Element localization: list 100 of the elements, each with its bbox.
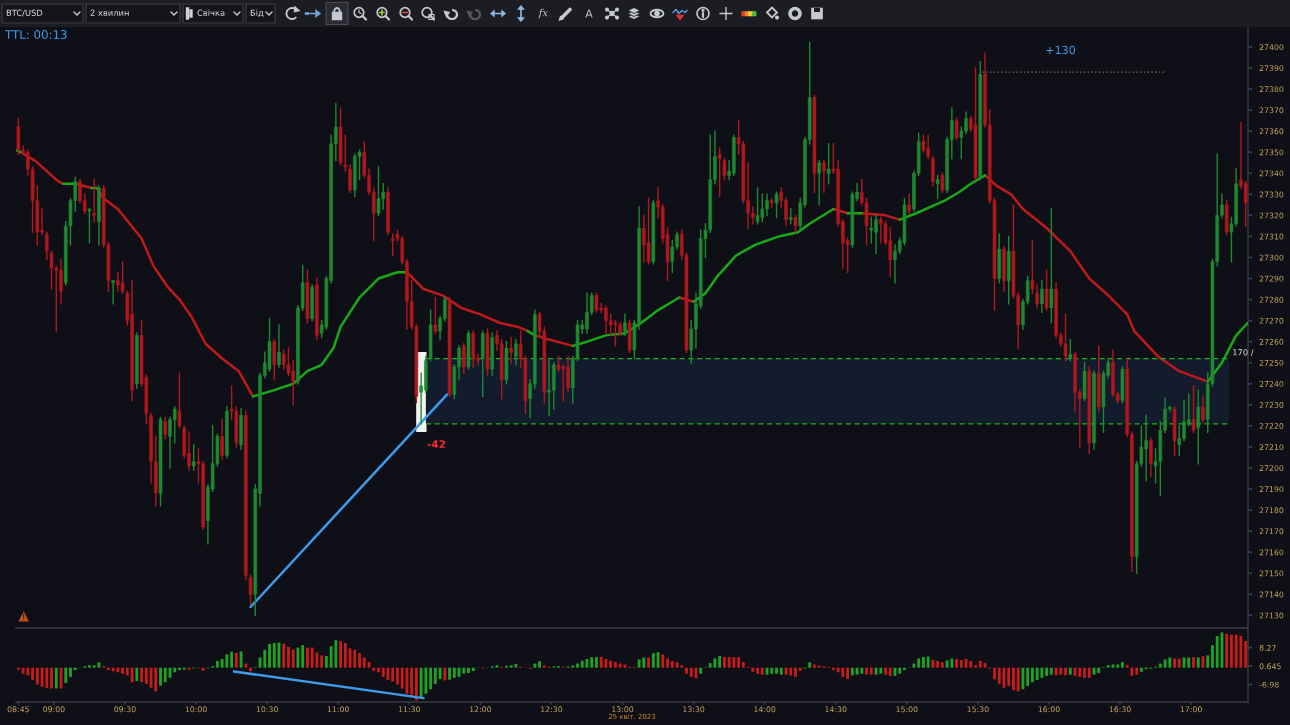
candlestick xyxy=(172,406,177,444)
candlestick xyxy=(462,343,466,374)
bar xyxy=(997,667,1001,684)
bar xyxy=(116,667,120,673)
bar xyxy=(381,667,385,677)
candlestick xyxy=(1063,313,1068,362)
bar xyxy=(201,667,205,671)
bar xyxy=(533,663,537,668)
bar xyxy=(817,665,821,668)
bar xyxy=(959,659,963,668)
bar xyxy=(609,660,613,668)
bar xyxy=(272,643,276,668)
candlestick xyxy=(1243,180,1248,227)
bar xyxy=(433,667,437,684)
bar xyxy=(424,667,428,694)
bar xyxy=(670,661,674,668)
bar xyxy=(936,660,940,668)
bar xyxy=(718,656,722,668)
bar xyxy=(1106,665,1110,668)
bar xyxy=(1030,667,1034,683)
bar xyxy=(54,667,58,689)
bar xyxy=(69,667,72,677)
bar xyxy=(144,667,148,684)
bar xyxy=(92,665,96,668)
bar xyxy=(1130,667,1134,676)
bar xyxy=(263,649,267,668)
bar xyxy=(760,667,764,675)
bar xyxy=(1239,636,1243,668)
bar xyxy=(320,655,324,668)
bar xyxy=(471,667,475,672)
bar xyxy=(898,667,902,674)
bar xyxy=(1158,663,1162,668)
bar xyxy=(1078,667,1082,677)
bar xyxy=(850,667,854,676)
bar xyxy=(969,660,973,668)
candlestick xyxy=(954,117,959,141)
bar xyxy=(1012,667,1015,691)
candlestick xyxy=(940,172,945,193)
candlestick xyxy=(722,157,727,181)
bar xyxy=(400,667,404,689)
bar xyxy=(121,667,125,674)
bar xyxy=(45,667,49,689)
candlestick xyxy=(1049,208,1054,324)
bar xyxy=(429,667,433,690)
bar xyxy=(452,667,456,678)
bar xyxy=(727,657,731,668)
candlestick xyxy=(120,260,125,294)
annotation: 170 / xyxy=(1233,349,1254,357)
bar xyxy=(509,665,513,668)
candlestick xyxy=(348,164,352,193)
candlestick xyxy=(509,336,513,364)
bar xyxy=(1211,645,1214,668)
candlestick xyxy=(717,147,722,198)
bar xyxy=(215,660,219,668)
candlestick xyxy=(433,296,438,334)
annotation: -42 xyxy=(427,440,445,448)
bar xyxy=(1206,655,1210,668)
bar xyxy=(836,667,840,673)
bar xyxy=(234,652,238,668)
bar xyxy=(343,643,347,668)
candlestick xyxy=(16,117,21,156)
bar xyxy=(467,667,470,673)
text: Свічка xyxy=(197,9,225,16)
text: 2 хвилин xyxy=(90,9,129,16)
candlestick xyxy=(1191,385,1196,433)
candlestick xyxy=(514,338,518,366)
bar xyxy=(1234,634,1238,668)
candlestick xyxy=(191,444,196,471)
bar xyxy=(353,649,357,668)
bar xyxy=(770,667,774,674)
bar xyxy=(708,663,712,668)
bar xyxy=(732,657,736,668)
bar xyxy=(130,667,134,683)
bar xyxy=(514,664,518,668)
bar xyxy=(31,667,35,680)
bar xyxy=(372,667,376,671)
bar xyxy=(391,667,395,682)
bar xyxy=(741,662,745,668)
bar xyxy=(689,667,693,677)
bar xyxy=(438,667,442,680)
bar xyxy=(699,667,703,674)
bar xyxy=(35,667,39,685)
bar xyxy=(1139,667,1143,672)
bar xyxy=(798,667,802,671)
bar xyxy=(249,667,252,672)
candlestick xyxy=(376,166,381,217)
bar xyxy=(163,667,167,683)
bar xyxy=(580,660,584,668)
bar xyxy=(978,660,982,668)
candlestick xyxy=(774,191,779,219)
bar xyxy=(1087,667,1091,678)
candlestick xyxy=(822,159,826,193)
bar xyxy=(931,659,935,668)
bar xyxy=(1168,657,1172,668)
bar xyxy=(111,667,115,672)
bar xyxy=(1083,667,1086,678)
candlestick xyxy=(755,187,760,225)
candlestick xyxy=(177,372,182,429)
bar xyxy=(1064,667,1067,676)
annotation: TTL: 00:13 xyxy=(4,30,67,39)
